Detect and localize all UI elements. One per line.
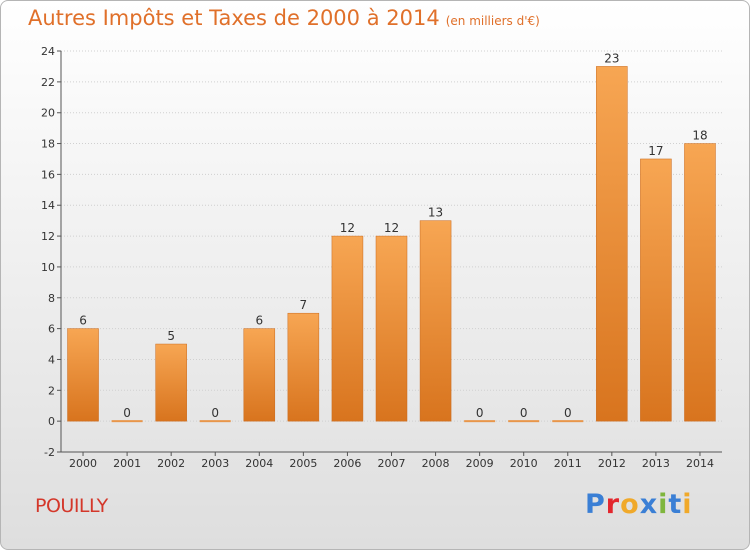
x-tick-label: 2001 <box>113 457 141 470</box>
x-tick-label: 2010 <box>510 457 538 470</box>
bar <box>199 420 231 423</box>
bar <box>67 328 99 422</box>
bars <box>67 66 716 423</box>
data-label: 12 <box>384 221 399 235</box>
chart-unit: (en milliers d'€) <box>445 14 540 28</box>
logo-letter: x <box>639 489 659 520</box>
logo-letter: o <box>620 489 640 520</box>
bar <box>243 328 276 422</box>
y-tick-label: -2 <box>44 446 55 459</box>
x-tick-label: 2004 <box>245 457 273 470</box>
data-label: 23 <box>604 51 619 65</box>
y-tick-label: 20 <box>41 107 55 120</box>
y-tick-label: 4 <box>48 353 55 366</box>
bar <box>596 66 628 422</box>
x-tick-label: 2000 <box>69 457 97 470</box>
x-tick-label: 2011 <box>554 457 582 470</box>
y-tick-label: 2 <box>48 384 55 397</box>
bar <box>111 420 143 423</box>
data-label: 6 <box>255 314 263 328</box>
data-label: 13 <box>428 206 443 220</box>
x-tick-label: 2009 <box>466 457 494 470</box>
data-label: 6 <box>79 314 87 328</box>
x-tick-label: 2005 <box>289 457 317 470</box>
y-tick-label: 24 <box>41 45 55 58</box>
bar <box>331 235 364 422</box>
y-tick-label: 10 <box>41 261 55 274</box>
data-label: 18 <box>692 129 707 143</box>
y-tick-label: 14 <box>41 199 55 212</box>
data-label: 17 <box>648 144 663 158</box>
data-label: 7 <box>300 298 308 312</box>
data-label: 0 <box>211 406 219 420</box>
data-label: 0 <box>520 406 528 420</box>
data-label: 0 <box>476 406 484 420</box>
bar <box>419 220 452 422</box>
y-tick-label: 12 <box>41 230 55 243</box>
x-tick-label: 2012 <box>598 457 626 470</box>
logo-letter: i <box>658 489 669 520</box>
chart-title-text: Autres Impôts et Taxes de 2000 à 2014 <box>28 6 440 30</box>
x-tick-label: 2007 <box>378 457 406 470</box>
x-tick-label: 2006 <box>333 457 361 470</box>
data-label: 0 <box>123 406 131 420</box>
data-label: 5 <box>167 329 175 343</box>
bar <box>640 158 672 422</box>
x-tick-label: 2013 <box>642 457 670 470</box>
y-tick-label: 16 <box>41 168 55 181</box>
logo-letter: t <box>668 489 683 520</box>
x-tick-label: 2003 <box>201 457 229 470</box>
y-tick-label: 6 <box>48 323 55 336</box>
x-tick-label: 2014 <box>686 457 714 470</box>
y-tick-label: 18 <box>41 138 55 151</box>
bar <box>684 143 716 422</box>
bar <box>155 343 187 422</box>
data-label: 0 <box>564 406 572 420</box>
bar <box>552 420 584 423</box>
location-name: POUILLY <box>35 495 108 517</box>
logo-letter: P <box>585 489 606 520</box>
proxiti-logo: Proxiti <box>585 489 693 520</box>
bar <box>508 420 540 423</box>
data-label: 12 <box>340 221 355 235</box>
y-tick-label: 0 <box>48 415 55 428</box>
bar <box>287 312 320 422</box>
x-tick-label: 2008 <box>422 457 450 470</box>
x-tick-label: 2002 <box>157 457 185 470</box>
logo-letter: i <box>682 489 693 520</box>
y-tick-label: 22 <box>41 76 55 89</box>
y-tick-label: 8 <box>48 292 55 305</box>
data-labels: 6 0 5 0 6 7 12 12 13 0 0 0 23 17 18 <box>79 51 707 420</box>
bar <box>375 235 408 422</box>
bar <box>464 420 496 423</box>
logo-letter: r <box>605 489 621 520</box>
chart-title: Autres Impôts et Taxes de 2000 à 2014 (en… <box>28 6 540 30</box>
